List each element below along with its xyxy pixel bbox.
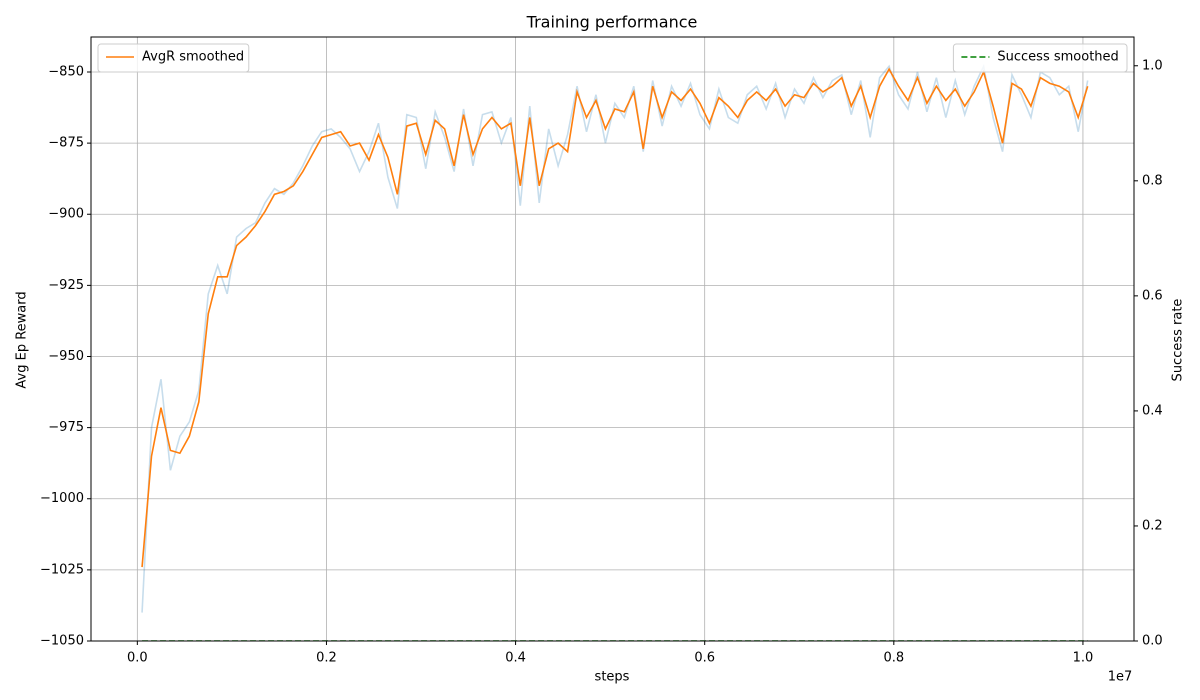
y-tick-label: −900 (48, 207, 84, 222)
y-tick-label: −975 (48, 420, 84, 435)
legend-label: AvgR smoothed (142, 50, 244, 65)
x-axis-label: steps (595, 670, 630, 685)
x-offset-label: 1e7 (1108, 670, 1133, 685)
y-tick-label: −950 (48, 349, 84, 364)
x-tick-label: 0.2 (316, 651, 337, 666)
y2-tick-label: 0.8 (1142, 173, 1163, 188)
x-tick-label: 0.8 (883, 651, 904, 666)
x-tick-label: 1.0 (1073, 651, 1094, 666)
y2-tick-label: 0.2 (1142, 518, 1163, 533)
y-tick-label: −1000 (40, 491, 84, 506)
y-tick-label: −1025 (40, 562, 84, 577)
y2-axis-label: Success rate (1171, 299, 1186, 382)
y-tick-label: −925 (48, 278, 84, 293)
y-tick-label: −850 (48, 64, 84, 79)
y-axis-label: Avg Ep Reward (15, 291, 30, 388)
y2-tick-label: 0.6 (1142, 288, 1163, 303)
plot-frame (90, 36, 1135, 642)
y2-tick-label: 1.0 (1142, 58, 1163, 73)
y2-tick-label: 0.4 (1142, 403, 1163, 418)
chart-title: Training performance (526, 13, 698, 32)
y2-tick-label: 0.0 (1142, 634, 1163, 649)
x-tick-label: 0.6 (694, 651, 715, 666)
y-tick-label: −875 (48, 136, 84, 151)
x-tick-label: 0.4 (505, 651, 526, 666)
x-tick-label: 0.0 (127, 651, 148, 666)
legend-label: Success smoothed (997, 50, 1118, 65)
series-line (141, 67, 1089, 568)
y-tick-label: −1050 (40, 634, 84, 649)
legend-box (97, 43, 250, 73)
legend-box (952, 43, 1128, 73)
series-line (141, 63, 1089, 613)
